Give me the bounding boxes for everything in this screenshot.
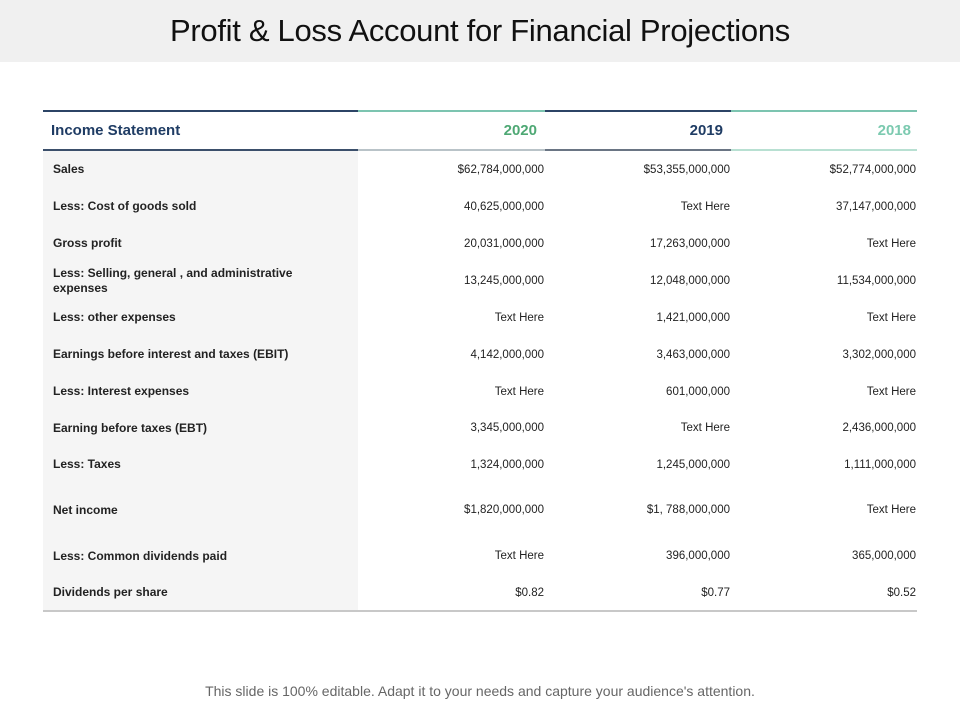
- row-label: Less: other expenses: [43, 299, 358, 336]
- value-2020: $1,820,000,000: [464, 504, 544, 516]
- value-2019: 3,463,000,000: [656, 348, 730, 361]
- row-label: Sales: [43, 150, 358, 188]
- row-label: Earnings before interest and taxes (EBIT…: [43, 336, 358, 373]
- value-2019: Text Here: [680, 200, 730, 213]
- value-2018: 1,111,000,000: [844, 458, 916, 471]
- value-2018: $52,774,000,000: [829, 163, 916, 176]
- value-2018: 2,436,000,000: [842, 422, 916, 434]
- row-label: Less: Cost of goods sold: [43, 188, 358, 225]
- value-2020: 20,031,000,000: [464, 237, 544, 250]
- value-2019: 1,421,000,000: [656, 311, 730, 324]
- value-2020: $0.82: [358, 575, 545, 612]
- table-row: Less: Interest expenses Text Here 601,000,…: [43, 373, 917, 410]
- table-row: Gross profit 20,031,000,000 17,263,000,000…: [43, 225, 917, 262]
- table-row: Net income $1,820,000,000 $1, 788,000,000 T…: [43, 483, 917, 537]
- table-row: Less: Selling, general , and administrat…: [43, 262, 917, 299]
- value-2019: 601,000,000: [666, 385, 730, 398]
- value-2018: Text Here: [866, 311, 916, 324]
- value-2018: Text Here: [866, 504, 916, 516]
- table-row: Dividends per share $0.82 $0.77 $0.52: [43, 575, 917, 612]
- value-2018: 365,000,000: [852, 550, 916, 562]
- value-2020: $62,784,000,000: [457, 163, 544, 176]
- value-2018: 11,534,000,000: [836, 274, 916, 287]
- value-2019: 396,000,000: [666, 550, 730, 562]
- table-row: Earning before taxes (EBT) 3,345,000,000 T…: [43, 410, 917, 446]
- value-2020: Text Here: [494, 550, 544, 562]
- value-2019: 17,263,000,000: [650, 237, 730, 250]
- value-2018: 3,302,000,000: [842, 348, 916, 361]
- table-row: Earnings before interest and taxes (EBIT…: [43, 336, 917, 373]
- footer-note: This slide is 100% editable. Adapt it to…: [205, 683, 755, 699]
- income-statement-table: Income Statement 2020 2019 2018 Sales $62…: [43, 110, 917, 612]
- value-2019: 1,245,000,000: [656, 458, 730, 471]
- value-2019: Text Here: [680, 422, 730, 434]
- row-label: Less: Selling, general , and administrat…: [43, 262, 358, 299]
- value-2020: 4,142,000,000: [470, 348, 544, 361]
- value-2019: 12,048,000,000: [650, 274, 730, 287]
- row-label: Dividends per share: [43, 575, 358, 612]
- header-2020: 2020: [358, 110, 545, 151]
- header-row: Income Statement 2020 2019 2018: [43, 110, 917, 151]
- header-2018: 2018: [731, 110, 917, 151]
- value-2018: 37,147,000,000: [836, 200, 916, 213]
- value-2020: 13,245,000,000: [464, 274, 544, 287]
- value-2020: Text Here: [494, 311, 544, 324]
- title-bar: Profit & Loss Account for Financial Proj…: [0, 0, 960, 62]
- table-row: Less: other expenses Text Here 1,421,000,0…: [43, 299, 917, 336]
- table-row: Less: Taxes 1,324,000,000 1,245,000,000 1,1…: [43, 446, 917, 483]
- table-row: Less: Common dividends paid Text Here 396,…: [43, 537, 917, 575]
- header-income-statement: Income Statement: [43, 110, 358, 151]
- value-2020: 1,324,000,000: [470, 458, 544, 471]
- value-2020: 3,345,000,000: [470, 422, 544, 434]
- value-2018: Text Here: [866, 385, 916, 398]
- row-label: Earning before taxes (EBT): [43, 410, 358, 446]
- value-2018: $0.52: [731, 575, 917, 612]
- value-2020: 40,625,000,000: [464, 200, 544, 213]
- table-row: Less: Cost of goods sold 40,625,000,000 Te…: [43, 188, 917, 225]
- page-title: Profit & Loss Account for Financial Proj…: [170, 13, 790, 48]
- table-row: Sales $62,784,000,000 $53,355,000,000 $52,7…: [43, 150, 917, 188]
- row-label: Net income: [43, 483, 358, 537]
- value-2018: Text Here: [866, 237, 916, 250]
- value-2020: Text Here: [494, 385, 544, 398]
- value-2019: $1, 788,000,000: [646, 504, 730, 516]
- row-label: Less: Common dividends paid: [43, 537, 358, 575]
- value-2019: $0.77: [545, 575, 731, 612]
- value-2019: $53,355,000,000: [643, 163, 730, 176]
- row-label: Less: Interest expenses: [43, 373, 358, 410]
- row-label: Less: Taxes: [43, 446, 358, 483]
- header-2019: 2019: [545, 110, 731, 151]
- row-label: Gross profit: [43, 225, 358, 262]
